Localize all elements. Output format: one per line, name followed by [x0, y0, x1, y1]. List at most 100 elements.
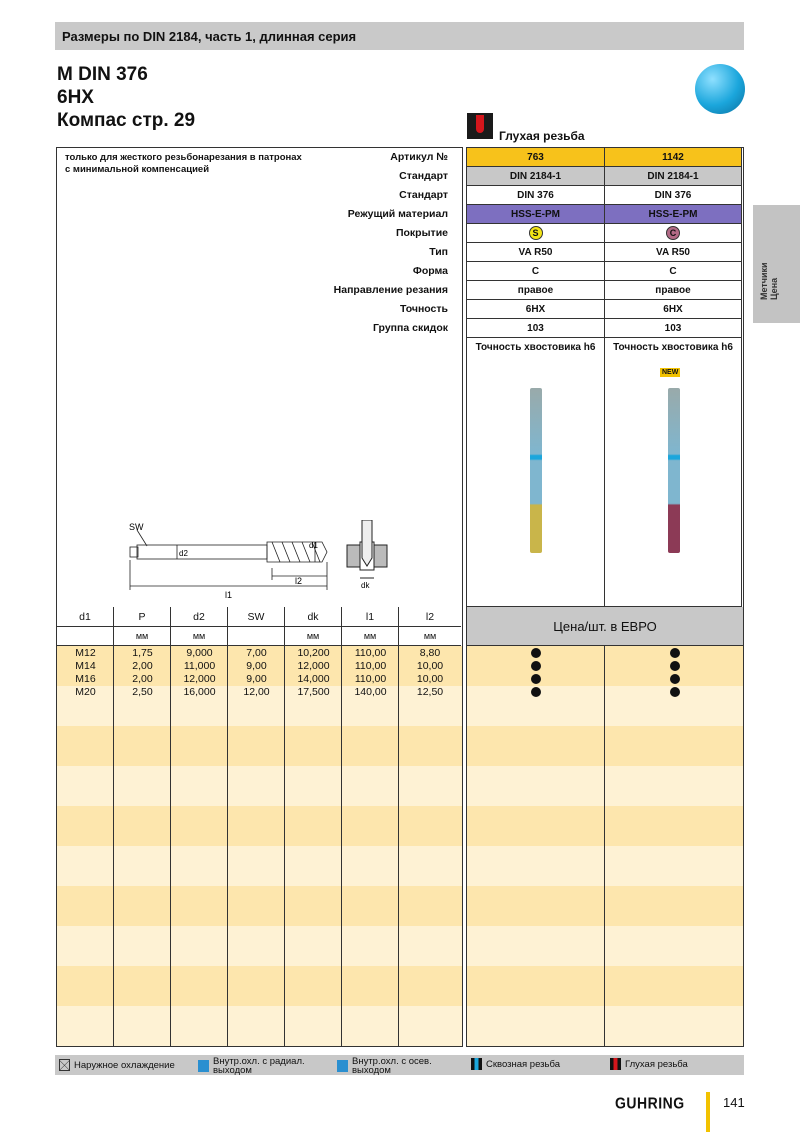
column-divider: [284, 646, 285, 1046]
table-cell: 9,00: [246, 660, 267, 672]
table-cell: M12: [75, 647, 96, 659]
spec-discount: 103: [605, 319, 742, 338]
price-band: [467, 646, 743, 686]
side-tab[interactable]: Метчики Цена: [753, 205, 800, 323]
price-band: [467, 806, 743, 846]
price-band: [467, 686, 743, 726]
table-cell: 2,00: [132, 660, 153, 672]
row-band: [57, 646, 462, 686]
spec-direction: правое: [605, 281, 742, 300]
legend-bar: Наружное охлаждение Внутр.охл. с радиал.…: [55, 1055, 744, 1075]
table-cell: 9,00: [246, 673, 267, 685]
coating-ball-icon: [695, 64, 745, 114]
table-cell: 140,00: [354, 686, 387, 698]
price-band: [467, 766, 743, 806]
label-d1: d1: [309, 541, 318, 550]
legend-radial: Внутр.охл. с радиал. выходом: [213, 1056, 305, 1076]
table-cell: M20: [75, 686, 96, 698]
price-band: [467, 966, 743, 1006]
table-cell: 110,00: [354, 673, 387, 685]
label-sw: SW: [129, 522, 144, 532]
unit-cell: мм: [342, 627, 399, 646]
price-band: [467, 926, 743, 966]
side-tab-line2: Цена: [769, 277, 779, 300]
table-cell: 7,00: [246, 647, 267, 659]
table-cell: 16,000: [183, 686, 216, 698]
tap-image: [530, 388, 542, 553]
new-badge: NEW: [660, 368, 681, 377]
availability-dot: [670, 661, 680, 671]
table-cell: 14,000: [297, 673, 330, 685]
row-band: [57, 766, 462, 806]
price-band: [467, 726, 743, 766]
footer-divider: [706, 1092, 710, 1132]
legend-external: Наружное охлаждение: [74, 1059, 175, 1071]
spec-tolerance: 6HX: [467, 300, 605, 319]
spec-type: VA R50: [467, 243, 605, 262]
row-band: [57, 966, 462, 1006]
column-divider: [604, 646, 605, 1046]
label-l2: l2: [295, 576, 302, 586]
table-cell: M16: [75, 673, 96, 685]
blind-hole-legend-icon: [610, 1058, 621, 1070]
price-band: [467, 1006, 743, 1046]
spec-label: Стандарт: [399, 170, 448, 182]
spec-material: HSS-E-PM: [467, 205, 605, 224]
table-cell: 2,50: [132, 686, 153, 698]
column-divider: [113, 646, 114, 1046]
title-tolerance: 6HX: [57, 87, 94, 108]
brand-logo: GUHRING: [615, 1094, 685, 1112]
shank-tolerance: Точность хвостовика h6: [613, 342, 733, 353]
table-cell: 12,000: [297, 660, 330, 672]
price-band: [467, 886, 743, 926]
coating-badge: C: [666, 226, 680, 240]
row-band: [57, 726, 462, 766]
spec-direction: правое: [467, 281, 605, 300]
left-panel: только для жесткого резьбонарезания в па…: [56, 147, 463, 1047]
spec-article: 1142: [605, 148, 742, 167]
spec-label: Форма: [412, 265, 448, 277]
column-divider: [227, 646, 228, 1046]
title-compass: Компас стр. 29: [57, 110, 196, 131]
spec-standard1: DIN 2184-1: [605, 167, 742, 186]
coating-badge: S: [528, 226, 543, 240]
product-image-cell: Точность хвостовика h6 NEW: [605, 338, 742, 607]
row-band: [57, 926, 462, 966]
table-cell: M14: [75, 660, 96, 672]
spec-coating: C: [605, 224, 742, 243]
spec-coating: S: [467, 224, 605, 243]
table-cell: 12,00: [243, 686, 270, 698]
column-header: d2: [171, 607, 228, 627]
spec-label: Стандарт: [399, 189, 448, 201]
spec-tolerance: 6HX: [605, 300, 742, 319]
column-divider: [341, 646, 342, 1046]
spec-discount: 103: [467, 319, 605, 338]
table-cell: 17,500: [297, 686, 330, 698]
column-header: l1: [342, 607, 399, 627]
table-cell: 11,000: [183, 660, 216, 672]
availability-dot: [531, 661, 541, 671]
availability-dot: [531, 674, 541, 684]
spec-form: C: [467, 262, 605, 281]
spec-label: Направление резания: [333, 284, 448, 296]
legend-through: Сквозная резьба: [486, 1058, 560, 1070]
column-divider: [398, 646, 399, 1046]
table-cell: 1,75: [132, 647, 153, 659]
row-band: [57, 886, 462, 926]
product-image-cell: Точность хвостовика h6: [467, 338, 605, 607]
legend-axial: Внутр.охл. с осев. выходом: [352, 1056, 432, 1076]
hole-drawing: dk: [346, 520, 388, 590]
table-cell: 10,00: [416, 673, 444, 685]
table-cell: 2,00: [132, 673, 153, 685]
spec-label: Группа скидок: [373, 322, 448, 334]
through-hole-icon: [471, 1058, 482, 1070]
unit-cell: [228, 627, 285, 646]
label-dk: dk: [361, 581, 370, 590]
blind-hole-icon: [467, 113, 493, 139]
row-band: [57, 1006, 462, 1046]
table-cell: 12,000: [183, 673, 216, 685]
tap-image: [667, 388, 680, 553]
page-number: 141: [723, 1095, 745, 1110]
unit-cell: мм: [171, 627, 228, 646]
